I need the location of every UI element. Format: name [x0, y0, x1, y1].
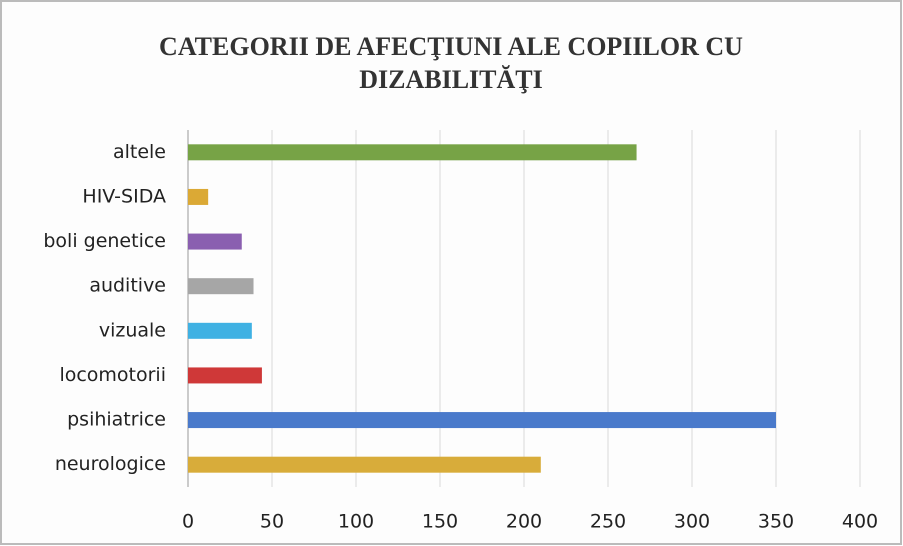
x-tick-label: 300: [674, 511, 710, 533]
bar: [188, 188, 209, 205]
x-tick-label: 200: [506, 511, 542, 533]
y-tick-label: HIV-SIDA: [82, 185, 166, 207]
y-tick-label: neurologice: [55, 453, 166, 475]
x-tick-label: 250: [590, 511, 626, 533]
x-tick-label: 350: [758, 511, 794, 533]
bar: [188, 456, 541, 473]
y-tick-label: boli genetice: [43, 230, 166, 252]
bar: [188, 412, 776, 429]
x-tick-label: 100: [338, 511, 374, 533]
x-tick-label: 50: [260, 511, 284, 533]
y-tick-label: locomotorii: [59, 364, 166, 386]
bar: [188, 278, 254, 295]
y-tick-label: vizuale: [99, 319, 166, 341]
y-tick-label: psihiatrice: [67, 409, 166, 431]
bar: [188, 367, 262, 384]
x-tick-label: 0: [182, 511, 194, 533]
bar: [188, 144, 637, 161]
x-tick-label: 150: [422, 511, 458, 533]
y-tick-label: altele: [113, 141, 166, 163]
bar: [188, 322, 252, 339]
chart-title: CATEGORII DE AFECŢIUNI ALE COPIILOR CU D…: [159, 32, 743, 94]
bar: [188, 233, 242, 250]
x-tick-label: 400: [842, 511, 878, 533]
y-tick-label: auditive: [89, 275, 166, 297]
